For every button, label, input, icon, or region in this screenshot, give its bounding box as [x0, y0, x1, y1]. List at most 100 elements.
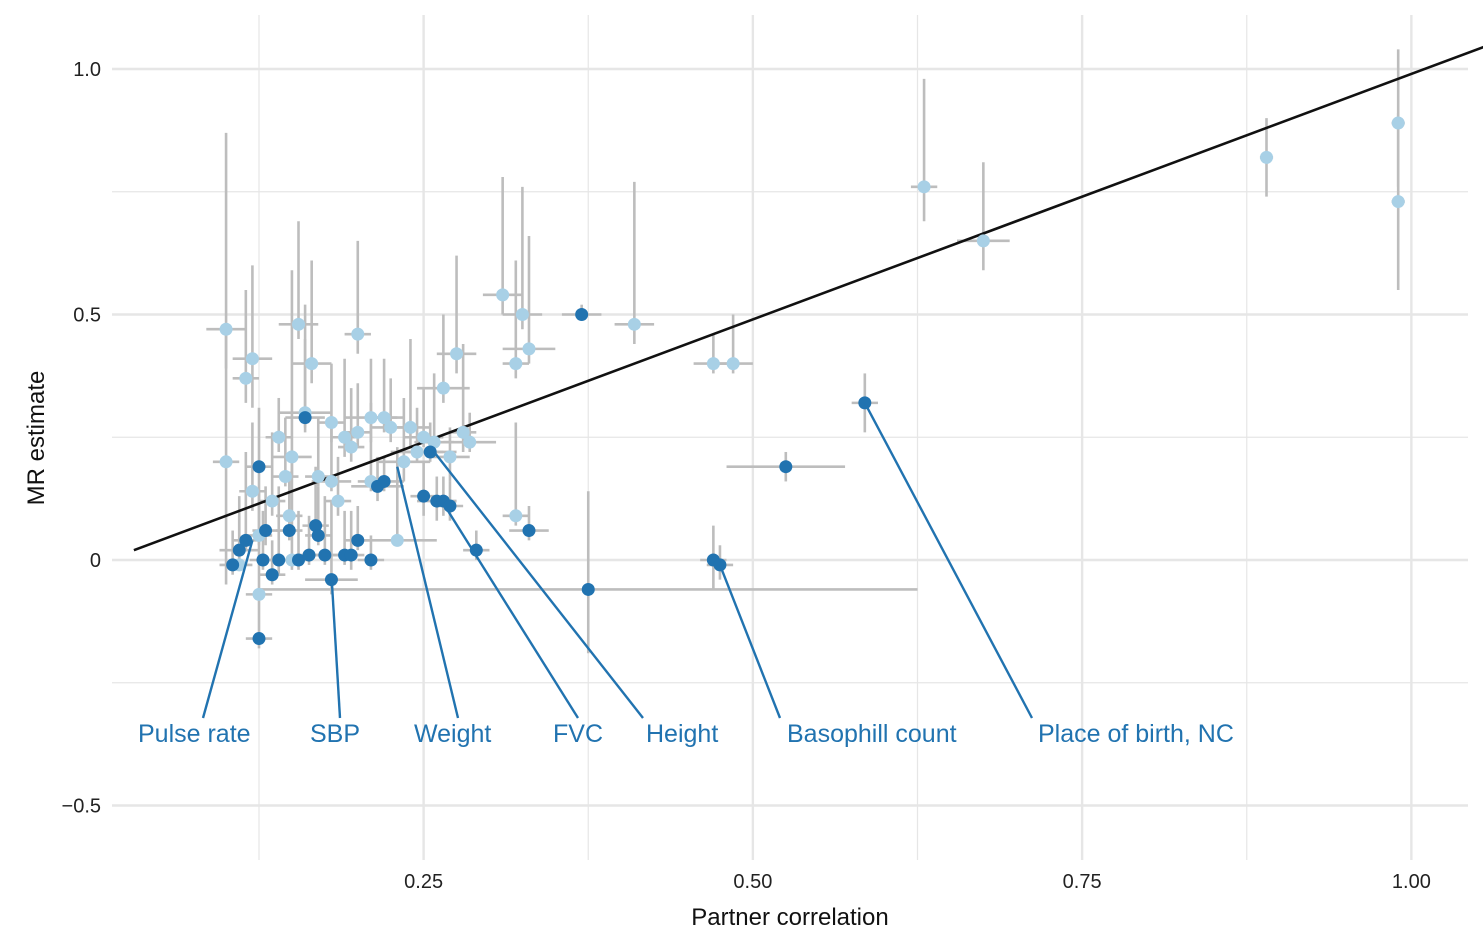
highlighted-data-point	[423, 445, 437, 459]
data-point	[285, 450, 299, 464]
highlighted-data-point	[318, 548, 332, 562]
highlighted-data-point	[239, 533, 253, 547]
highlighted-data-point	[232, 543, 246, 557]
highlighted-data-point	[311, 528, 325, 542]
data-point	[1391, 195, 1405, 209]
data-point	[278, 470, 292, 484]
data-point	[397, 455, 411, 469]
annotation-leader-line	[442, 502, 580, 719]
highlighted-data-point	[351, 533, 365, 547]
data-point	[252, 587, 266, 601]
annotations: Pulse rate SBP Weight FVC Height Basophill co…	[138, 402, 1234, 748]
reference-line-group	[133, 45, 1483, 552]
data-point	[522, 342, 536, 356]
highlighted-data-point	[779, 460, 793, 474]
highlighted-data-point	[252, 460, 266, 474]
annotation-leader-line	[718, 564, 782, 719]
data-point	[338, 430, 352, 444]
x-tick-label: 1.00	[1392, 871, 1431, 893]
data-point	[282, 509, 296, 523]
data-point	[403, 420, 417, 434]
data-point	[509, 357, 523, 371]
data-point	[245, 484, 259, 498]
data-point	[627, 317, 641, 331]
data-point	[305, 357, 319, 371]
highlighted-data-point	[252, 632, 266, 646]
data-point	[443, 450, 457, 464]
data-point	[463, 435, 477, 449]
y-tick-label: 0	[90, 550, 101, 572]
annotation-leader-line	[433, 451, 644, 719]
highlighted-data-point	[226, 558, 240, 572]
data-points	[219, 116, 1405, 646]
data-point	[377, 411, 391, 425]
data-point	[331, 494, 345, 508]
highlighted-data-point	[272, 553, 286, 567]
annotation-label: FVC	[553, 720, 603, 748]
annotation-leader-line	[201, 540, 254, 719]
data-point	[917, 180, 931, 194]
x-tick-label: 0.25	[404, 871, 443, 893]
data-point	[311, 470, 325, 484]
data-point	[324, 474, 338, 488]
highlighted-data-point	[364, 553, 378, 567]
tick-labels: 0.25 0.50 0.75 1.00 −0.5 0 0.5 1.0	[62, 59, 1431, 893]
data-point	[292, 317, 306, 331]
highlighted-data-point	[298, 411, 312, 425]
data-point	[496, 288, 510, 302]
data-point	[427, 435, 441, 449]
data-point	[1260, 150, 1274, 164]
y-tick-label: 1.0	[73, 59, 101, 81]
annotation-label: Place of birth, NC	[1038, 720, 1234, 748]
highlighted-data-point	[575, 308, 589, 321]
highlighted-data-point	[302, 548, 316, 562]
annotation-leader-line	[396, 466, 460, 719]
data-point	[436, 381, 450, 395]
data-point	[456, 425, 470, 439]
data-point	[390, 533, 404, 547]
annotation-label: Weight	[414, 720, 491, 748]
highlighted-data-point	[377, 474, 391, 488]
data-point	[976, 234, 990, 248]
highlighted-data-point	[417, 489, 431, 503]
highlighted-data-point	[256, 553, 270, 567]
data-point	[509, 509, 523, 523]
x-tick-label: 0.50	[733, 871, 772, 893]
error-bars	[206, 49, 1405, 654]
annotation-leader-line	[863, 402, 1034, 719]
highlighted-data-point	[259, 524, 273, 538]
highlighted-data-point	[292, 553, 306, 567]
data-point	[265, 494, 279, 508]
data-point	[726, 357, 740, 371]
x-axis-title: Partner correlation	[691, 904, 888, 931]
highlighted-data-point	[265, 568, 279, 582]
data-point	[219, 455, 233, 469]
y-tick-label: −0.5	[62, 796, 101, 818]
highlighted-data-point	[469, 543, 483, 557]
data-point	[450, 347, 464, 361]
data-point	[706, 357, 720, 371]
data-point	[417, 430, 431, 444]
highlighted-data-point	[309, 519, 323, 533]
data-point	[364, 411, 378, 425]
data-point	[351, 327, 365, 341]
highlighted-data-point	[282, 524, 296, 538]
data-point	[351, 425, 365, 439]
highlighted-data-point	[522, 524, 536, 538]
y-tick-label: 0.5	[73, 305, 101, 327]
data-point	[344, 440, 358, 454]
data-point	[219, 322, 233, 336]
data-point	[272, 430, 286, 444]
reference-line	[133, 45, 1483, 552]
y-axis-title: MR estimate	[23, 371, 50, 506]
highlighted-data-point	[581, 582, 595, 596]
annotation-label: Basophill count	[787, 720, 957, 748]
data-point	[515, 308, 529, 321]
annotation-label: SBP	[310, 720, 360, 748]
annotation-label: Pulse rate	[138, 720, 251, 748]
x-tick-label: 0.75	[1063, 871, 1102, 893]
highlighted-data-point	[344, 548, 358, 562]
data-point	[245, 352, 259, 366]
data-point	[384, 420, 398, 434]
